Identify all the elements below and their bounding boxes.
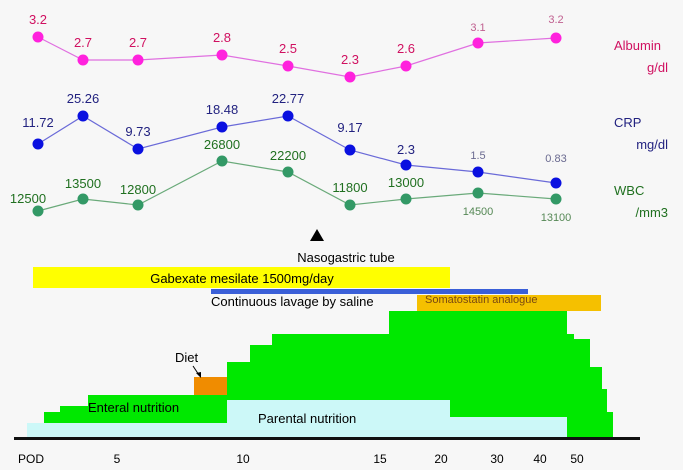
crp-point	[344, 144, 356, 156]
enteral-label: Enteral nutrition	[88, 400, 179, 415]
crp-point	[282, 110, 294, 122]
crp-value-label: 18.48	[206, 102, 239, 117]
wbc-point	[216, 155, 228, 167]
albumin-value-label: 2.7	[74, 35, 92, 50]
wbc-value-label: 13500	[65, 176, 101, 191]
wbc-point	[282, 166, 294, 178]
lavage-label: Continuous lavage by saline	[211, 294, 374, 309]
albumin-point	[216, 49, 228, 61]
x-tick-label: 50	[570, 452, 584, 466]
albumin-point	[32, 31, 44, 43]
crp-point	[400, 159, 412, 171]
lavage-bar	[211, 289, 528, 294]
wbc-point	[32, 205, 44, 217]
crp-unit-label: mg/dl	[636, 137, 668, 152]
x-tick-label: 15	[373, 452, 387, 466]
albumin-point	[77, 54, 89, 66]
crp-value-label: 9.73	[125, 124, 150, 139]
albumin-value-label: 3.2	[29, 12, 47, 27]
crp-value-label: 0.83	[545, 153, 566, 165]
somatostatin-bar	[417, 295, 601, 311]
wbc-series-name: WBC	[614, 183, 644, 198]
nasogastric-marker-icon	[310, 229, 324, 241]
wbc-value-label: 22200	[270, 148, 306, 163]
albumin-point	[344, 71, 356, 83]
albumin-point	[550, 32, 562, 44]
wbc-value-label: 14500	[463, 206, 494, 218]
albumin-unit-label: g/dl	[647, 60, 668, 75]
wbc-value-label: 11800	[332, 180, 367, 195]
crp-point	[77, 110, 89, 122]
albumin-series-name: Albumin	[614, 38, 661, 53]
crp-point	[132, 143, 144, 155]
wbc-value-label: 13000	[388, 175, 424, 190]
somatostatin-label: Somatostatin analogue	[425, 294, 538, 306]
wbc-unit-label: /mm3	[636, 205, 669, 220]
wbc-value-label: 12800	[120, 182, 156, 197]
wbc-point	[132, 199, 144, 211]
x-tick-label: 5	[114, 452, 121, 466]
x-axis-label: POD	[18, 452, 44, 466]
time-axis-line	[14, 437, 640, 440]
albumin-value-label: 2.7	[129, 35, 147, 50]
crp-series-name: CRP	[614, 115, 641, 130]
albumin-point	[282, 60, 294, 72]
albumin-value-label: 2.8	[213, 30, 231, 45]
crp-value-label: 9.17	[337, 120, 362, 135]
nasogastric-label: Nasogastric tube	[297, 250, 395, 265]
albumin-point	[472, 37, 484, 49]
albumin-value-label: 2.6	[397, 41, 415, 56]
diet-arrow-head-icon	[196, 372, 201, 378]
x-tick-label: 20	[434, 452, 448, 466]
crp-point	[32, 138, 44, 150]
diet-bar	[194, 377, 227, 395]
gabexate-bar	[33, 267, 450, 288]
albumin-value-label: 3.2	[548, 14, 563, 26]
gabexate-label: Gabexate mesilate 1500mg/day	[150, 271, 334, 286]
wbc-point	[400, 193, 412, 205]
wbc-value-label: 26800	[204, 137, 240, 152]
parental-label: Parental nutrition	[258, 411, 356, 426]
crp-value-label: 11.72	[22, 115, 54, 130]
albumin-value-label: 2.5	[279, 41, 297, 56]
wbc-value-label: 12500	[10, 191, 46, 206]
diet-label: Diet	[175, 350, 199, 365]
crp-value-label: 2.3	[397, 142, 415, 157]
crp-point	[550, 177, 562, 189]
x-tick-label: 10	[236, 452, 250, 466]
x-tick-label: 40	[533, 452, 547, 466]
wbc-point	[344, 199, 356, 211]
crp-point	[472, 166, 484, 178]
crp-point	[216, 121, 228, 133]
wbc-point	[550, 193, 562, 205]
wbc-point	[77, 193, 89, 205]
crp-value-label: 1.5	[470, 150, 485, 162]
enteral-nutrition-area-early	[44, 395, 227, 423]
x-tick-label: 30	[490, 452, 504, 466]
albumin-value-label: 3.1	[470, 22, 485, 34]
crp-value-label: 22.77	[272, 91, 305, 106]
crp-value-label: 25.26	[67, 91, 100, 106]
parental-nutrition-area	[27, 400, 567, 439]
wbc-value-label: 13100	[541, 212, 572, 224]
wbc-point	[472, 187, 484, 199]
albumin-point	[132, 54, 144, 66]
albumin-value-label: 2.3	[341, 52, 359, 67]
albumin-point	[400, 60, 412, 72]
enteral-nutrition-area	[227, 311, 613, 439]
